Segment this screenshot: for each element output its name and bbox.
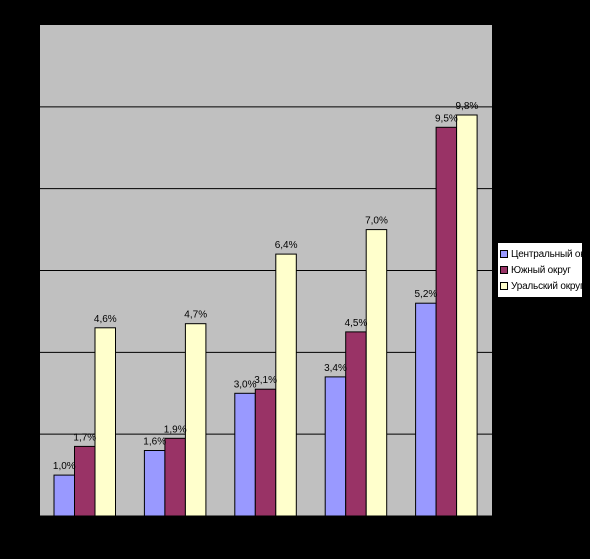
bar-series-1-cat-2 [254,388,277,517]
legend-item-southern: Южный округ [500,262,580,278]
data-label-series-0-cat-1: 1,6% [143,437,166,448]
data-label-series-0-cat-3: 3,4% [324,363,347,374]
legend-swatch-central [500,250,508,258]
data-label-series-1-cat-1: 1,9% [164,424,187,435]
bar-series-0-cat-1 [143,450,166,517]
bar-series-2-cat-0 [94,327,116,517]
data-label-series-1-cat-3: 4,5% [345,318,368,329]
bar-series-0-cat-3 [324,376,347,517]
bar-series-1-cat-0 [74,445,96,517]
legend-label-southern: Южный округ [511,264,571,276]
data-label-series-2-cat-1: 4,7% [184,310,207,321]
legend: Центральный округ Южный округ Уральский … [497,242,590,298]
legend-item-central: Центральный округ [500,246,590,262]
bar-series-1-cat-4 [435,126,458,517]
bar-series-1-cat-3 [345,331,367,517]
legend-label-ural: Уральский округ [511,280,584,292]
bar-series-2-cat-4 [456,114,478,517]
bar-series-1-cat-1 [164,437,186,517]
data-label-series-2-cat-3: 7,0% [365,216,388,227]
legend-swatch-ural [500,282,508,290]
bar-series-0-cat-4 [415,302,437,517]
data-label-series-2-cat-4: 9,8% [456,101,479,112]
data-label-series-1-cat-0: 1,7% [73,432,96,443]
data-label-series-1-cat-4: 9,5% [435,113,458,124]
bar-series-0-cat-2 [234,392,256,517]
data-labels: 1,0% 1,6% 3,0% 3,4% 5,2% 1,7% 1,9% 3,1% 4,5% 9,5%… [53,101,479,472]
legend-label-central: Центральный округ [511,248,590,260]
data-label-series-0-cat-2: 3,0% [234,379,257,390]
data-label-series-2-cat-0: 4,6% [94,314,117,325]
data-label-series-1-cat-2: 3,1% [254,375,277,386]
data-label-series-0-cat-4: 5,2% [415,289,438,300]
bar-series-2-cat-2 [275,253,297,517]
legend-item-ural: Уральский округ [500,278,584,294]
bar-series-2-cat-1 [184,323,207,517]
bar-series-2-cat-3 [365,229,388,517]
data-label-series-2-cat-2: 6,4% [275,240,298,251]
legend-swatch-southern [500,266,508,274]
bar-series-0-cat-0 [53,474,75,517]
data-label-series-0-cat-0: 1,0% [53,461,76,472]
